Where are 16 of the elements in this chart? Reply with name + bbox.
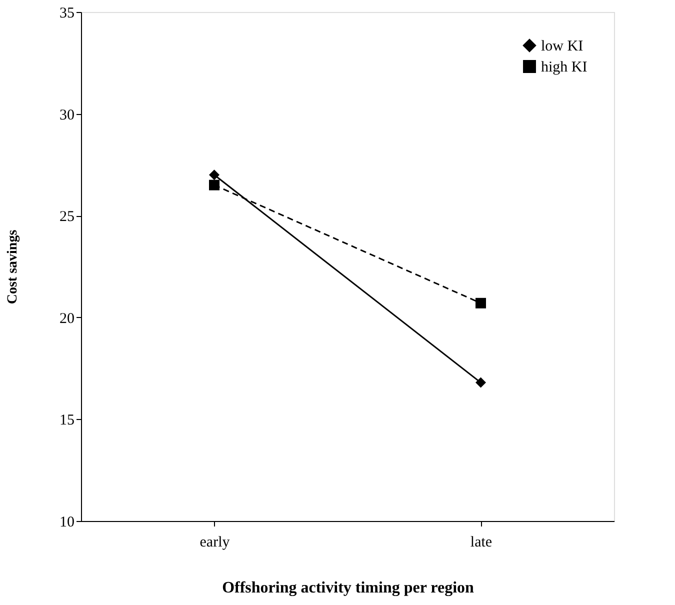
y-tick-label: 20 [60,310,74,327]
x-tick-label: early [200,534,230,550]
point [476,298,486,308]
point [476,377,486,388]
y-tick-label: 35 [60,6,74,22]
y-tick-label: 15 [60,412,74,429]
y-tick-label: 30 [60,107,74,124]
point [209,170,220,180]
legend-label: low KI [541,38,584,54]
point [209,180,220,190]
legend-label: high KI [541,60,588,76]
x-axis-title: Offshoring activity timing per region [222,580,474,596]
x-tick-label: late [470,534,492,550]
y-tick-label: 25 [60,209,74,226]
y-tick-label: 10 [60,514,74,530]
y-axis-title: Cost savings [6,229,20,304]
